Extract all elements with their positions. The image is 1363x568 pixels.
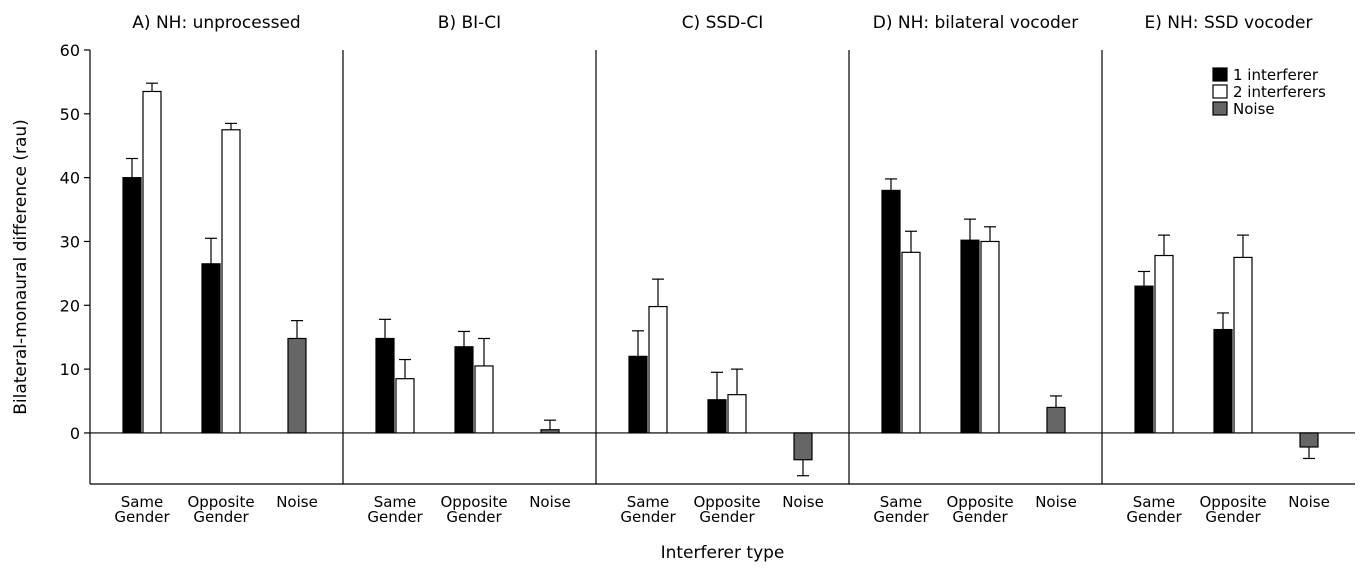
bar-1-interferer — [707, 399, 727, 434]
category-label: Noise — [276, 493, 318, 511]
bar-2-interferers — [142, 90, 162, 434]
panel-title: A) NH: unprocessed — [132, 13, 300, 33]
category-label: Gender — [193, 508, 249, 526]
bar-2-interferers — [395, 378, 415, 434]
bar-1-interferer — [1213, 328, 1233, 434]
bar-2-interferers — [221, 129, 241, 434]
category-label: Gender — [952, 508, 1008, 526]
category-label: Same — [121, 493, 164, 511]
category-label: Noise — [1288, 493, 1330, 511]
panel-title: C) SSD-CI — [682, 13, 764, 33]
category-label: Gender — [367, 508, 423, 526]
y-tick-label: 40 — [60, 169, 80, 188]
bar-1-interferer — [881, 189, 901, 434]
category-label: Noise — [529, 493, 571, 511]
bar-noise — [540, 429, 560, 434]
bar-1-interferer — [960, 239, 980, 434]
bar-1-interferer — [375, 337, 395, 434]
bar-2-interferers — [1233, 256, 1253, 434]
bar-2-interferers — [1154, 254, 1174, 434]
legend-swatch — [1212, 101, 1228, 116]
bar-1-interferer — [628, 355, 648, 434]
bar-1-interferer — [122, 177, 142, 434]
bar-noise — [1046, 406, 1066, 434]
bar-noise — [287, 337, 307, 434]
category-label: Same — [880, 493, 923, 511]
legend-entry: 2 interferers — [1233, 83, 1326, 101]
category-label: Opposite — [1199, 493, 1266, 511]
y-tick-label: 10 — [60, 360, 80, 379]
category-label: Gender — [446, 508, 502, 526]
bar-1-interferer — [1134, 285, 1154, 434]
bar-2-interferers — [727, 394, 747, 434]
legend-swatch — [1212, 84, 1228, 99]
y-tick-label: 20 — [60, 296, 80, 315]
bar-1-interferer — [201, 263, 221, 434]
panel-title: D) NH: bilateral vocoder — [873, 13, 1079, 33]
category-label: Gender — [1126, 508, 1182, 526]
category-label: Same — [627, 493, 670, 511]
legend-entry: Noise — [1233, 100, 1275, 118]
category-label: Same — [374, 493, 417, 511]
panel-title: B) BI-CI — [438, 13, 501, 33]
bar-2-interferers — [980, 240, 1000, 434]
category-label: Opposite — [187, 493, 254, 511]
category-label: Opposite — [946, 493, 1013, 511]
category-label: Opposite — [440, 493, 507, 511]
bar-noise — [1299, 432, 1319, 448]
bar-2-interferers — [901, 251, 921, 434]
y-tick-label: 0 — [70, 424, 80, 443]
y-axis-title: Bilateral-monaural difference (rau) — [11, 119, 31, 415]
category-label: Same — [1133, 493, 1176, 511]
category-label: Gender — [620, 508, 676, 526]
legend-swatch — [1212, 67, 1228, 82]
legend-entry: 1 interferer — [1233, 66, 1319, 84]
category-label: Noise — [1035, 493, 1077, 511]
category-label: Gender — [699, 508, 755, 526]
bar-2-interferers — [474, 365, 494, 434]
y-tick-label: 30 — [60, 232, 80, 251]
bar-1-interferer — [454, 346, 474, 434]
bar-2-interferers — [648, 305, 668, 434]
y-tick-label: 60 — [60, 41, 80, 60]
category-label: Gender — [114, 508, 170, 526]
category-label: Noise — [782, 493, 824, 511]
category-label: Opposite — [693, 493, 760, 511]
x-axis-title: Interferer type — [661, 543, 785, 563]
bar-noise — [793, 432, 813, 461]
y-tick-label: 50 — [60, 105, 80, 124]
panel-title: E) NH: SSD vocoder — [1145, 13, 1313, 33]
category-label: Gender — [1205, 508, 1261, 526]
category-label: Gender — [873, 508, 929, 526]
